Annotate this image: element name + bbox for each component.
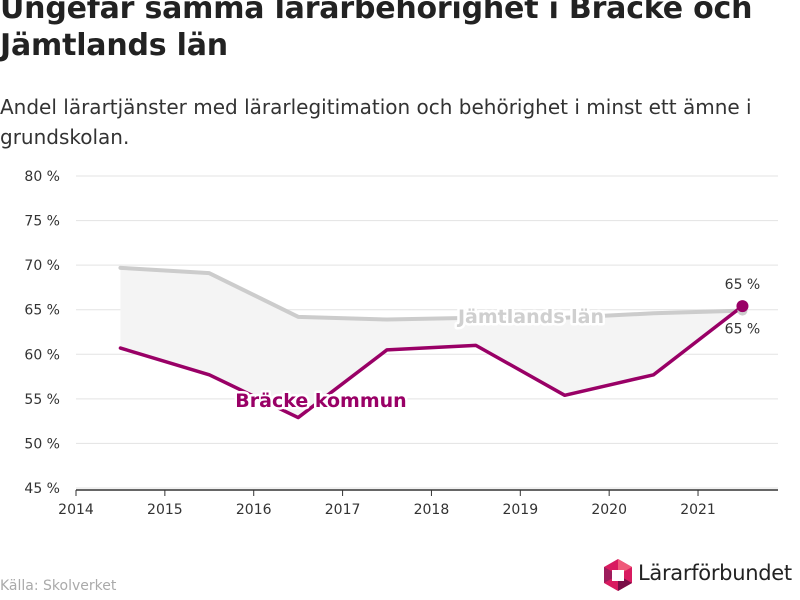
x-tick-label: 2015: [147, 502, 183, 518]
brand: Lärarförbundet: [602, 558, 800, 592]
series-line-bracke-kommun: [118, 304, 745, 420]
y-tick-label: 80 %: [24, 169, 60, 185]
grid-lines: [76, 175, 778, 489]
x-tick-label: 2019: [502, 502, 538, 518]
series-line-jamtlands-lan: [118, 265, 745, 322]
axes: 45 % 50 % 55 % 60 % 65 % 70 % 75 % 80 % 2014 2015…: [24, 169, 778, 518]
gap-area-fill: [120, 267, 743, 418]
x-tick-label: 2020: [591, 502, 627, 518]
series-label-jamtlands-lan: Jämtlands län: [456, 306, 604, 328]
y-tick-label: 60 %: [24, 347, 60, 363]
series-labels: 65 % 65 % Jämtlands län Bräcke kommun: [233, 277, 761, 414]
line-chart: 45 % 50 % 55 % 60 % 65 % 70 % 75 % 80 % 2014 2015…: [24, 169, 778, 518]
y-tick-label: 70 %: [24, 258, 60, 274]
y-tick-label: 45 %: [24, 481, 60, 497]
hexagon-logo-icon: [604, 559, 632, 591]
gap-area: [120, 267, 743, 418]
end-label-jamtlands-lan: 65 %: [725, 322, 761, 338]
x-tick-label: 2018: [414, 502, 450, 518]
y-tick-label: 50 %: [24, 436, 60, 452]
x-tick-label: 2016: [236, 502, 272, 518]
series-label-bracke-kommun: Bräcke kommun: [235, 390, 406, 412]
x-tick-label: 2014: [58, 502, 94, 518]
series-lines: [118, 265, 749, 420]
y-tick-label: 55 %: [24, 392, 60, 408]
end-point-bracke-kommun: [736, 300, 749, 313]
chart-title: Ungefär samma lärarbehörighet i Bräcke o…: [0, 0, 753, 63]
brand-name: Lärarförbundet: [638, 561, 792, 585]
chart-subtitle: Andel lärartjänster med lärarlegitimatio…: [0, 95, 752, 149]
y-tick-label: 75 %: [24, 214, 60, 230]
end-label-bracke-kommun: 65 %: [725, 277, 761, 293]
y-tick-label: 65 %: [24, 303, 60, 319]
x-tick-label: 2017: [325, 502, 361, 518]
x-tick-label: 2021: [680, 502, 716, 518]
source-note: Källa: Skolverket: [0, 578, 117, 594]
